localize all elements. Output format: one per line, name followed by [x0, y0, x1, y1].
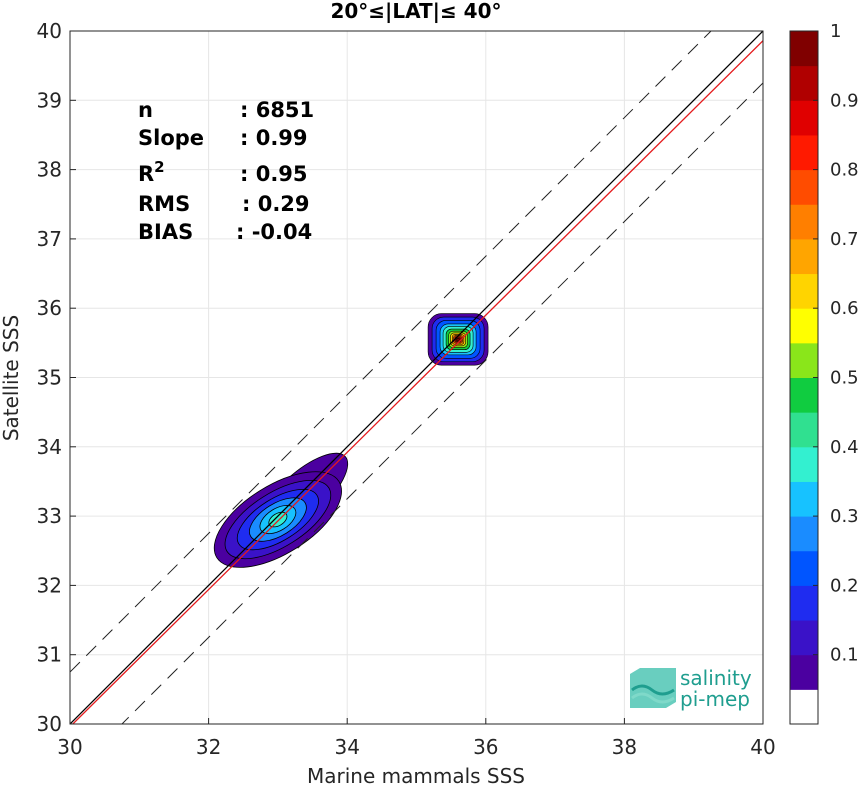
colorbar-segment: [790, 134, 818, 171]
logo-wave: [631, 684, 675, 696]
stat-value: : 0.99: [240, 126, 308, 150]
colorbar-segment: [790, 308, 818, 344]
colorbar-tick-label: 0.7: [830, 229, 858, 250]
colorbar-segment: [790, 689, 818, 725]
colorbar-segment: [790, 412, 818, 448]
x-tick-label: 38: [612, 735, 637, 759]
y-tick-label: 39: [37, 88, 62, 112]
colorbar-segment: [790, 585, 818, 621]
stat-name: RMS: [138, 192, 190, 216]
colorbar-segment: [790, 169, 818, 205]
x-tick-label: 36: [473, 735, 498, 759]
reference-lines: [70, 31, 763, 724]
stats-box: n : 6851 Slope : 0.99 R2 : 0.95 RMS : 0.29 BIAS:…: [138, 98, 314, 244]
colorbar-segment: [790, 446, 818, 482]
y-tick-label: 37: [37, 227, 62, 251]
colorbar-segment: [790, 31, 818, 67]
y-tick-label: 38: [37, 158, 62, 182]
stat-value: : 0.95: [240, 162, 308, 186]
logo-line-1: salinity: [680, 666, 752, 690]
colorbar-tick-label: 0.5: [830, 368, 858, 389]
colorbar-segment: [790, 273, 818, 309]
colorbar: 0.1 0.2 0.3 0.4 0.5 0.6 0.7 0.8 0.9 1: [789, 21, 858, 725]
y-axis: 30 31 32 33 34 35 36 37 38 39 40: [37, 19, 76, 736]
stat-value: : -0.04: [236, 220, 312, 244]
colorbar-segment: [790, 100, 818, 136]
colorbar-segment: [790, 204, 818, 240]
salinity-pi-mep-logo: salinity pi-mep: [630, 666, 752, 711]
y-tick-label: 33: [37, 504, 62, 528]
y-tick-label: 36: [37, 296, 62, 320]
y-axis-label: Satellite SSS: [0, 315, 23, 441]
stat-value: : 0.29: [242, 192, 310, 216]
colorbar-segment: [790, 481, 818, 517]
colorbar-segment: [790, 516, 818, 552]
colorbar-segment: [790, 65, 818, 101]
y-tick-label: 31: [37, 643, 62, 667]
y-tick-label: 35: [37, 366, 62, 390]
y-tick-label: 32: [37, 573, 62, 597]
colorbar-tick-label: 1: [830, 21, 841, 42]
stat-name: n: [138, 98, 153, 122]
density-contours: [213, 313, 489, 568]
colorbar-segment: [790, 654, 818, 690]
stat-value: : 6851: [240, 98, 314, 122]
colorbar-tick-label: 0.6: [830, 298, 858, 319]
colorbar-segment: [790, 238, 818, 275]
stat-name: R2: [138, 158, 165, 186]
colorbar-segment: [790, 377, 818, 413]
x-tick-label: 34: [334, 735, 359, 759]
stat-superscript: 2: [154, 158, 164, 176]
x-tick-label: 40: [750, 735, 775, 759]
x-tick-label: 30: [57, 735, 82, 759]
grid: [69, 30, 764, 725]
x-axis-label: Marine mammals SSS: [307, 764, 525, 786]
colorbar-segment: [790, 550, 818, 586]
confidence-bound-line: [121, 82, 763, 724]
logo-wave-2: [631, 692, 675, 704]
logo-mark: [630, 668, 676, 708]
colorbar-tick-label: 0.2: [830, 575, 858, 596]
colorbar-tick-label: 0.3: [830, 506, 858, 527]
x-axis: 30 32 34 36 38 40: [57, 718, 776, 759]
y-tick-label: 30: [37, 712, 62, 736]
y-tick-label: 34: [37, 435, 62, 459]
regression-line: [71, 40, 763, 724]
colorbar-tick-label: 0.9: [830, 90, 858, 111]
confidence-bound-line: [70, 31, 712, 673]
colorbar-tick-label: 0.1: [830, 645, 858, 666]
stat-name: BIAS: [138, 220, 193, 244]
cluster-high-salinity-level: [456, 337, 460, 341]
colorbar-tick-label: 0.4: [830, 437, 858, 458]
y-tick-label: 40: [37, 19, 62, 43]
stat-name: Slope: [138, 126, 204, 150]
colorbar-tick-label: 0.8: [830, 160, 858, 181]
colorbar-segment: [790, 342, 818, 378]
identity-line: [70, 31, 763, 724]
x-tick-label: 32: [196, 735, 221, 759]
colorbar-segment: [790, 620, 818, 656]
chart-title: 20°≤|LAT|≤ 40°: [330, 0, 501, 23]
logo-line-2: pi-mep: [680, 687, 750, 711]
